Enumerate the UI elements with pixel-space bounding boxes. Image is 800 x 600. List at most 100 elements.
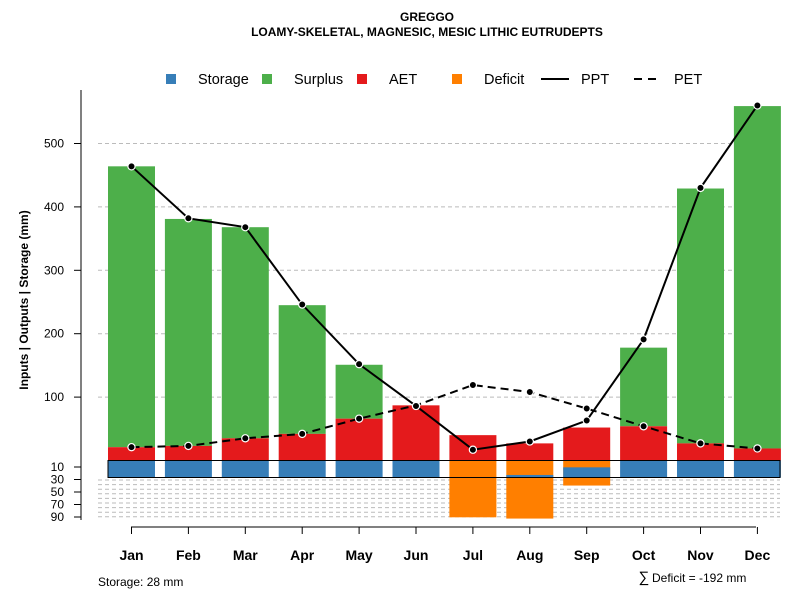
y-tick-label: 100 bbox=[44, 390, 64, 404]
ppt-point bbox=[753, 101, 762, 110]
aet-bar bbox=[278, 433, 326, 461]
ppt-point bbox=[468, 445, 478, 454]
x-tick-label-dec: Dec bbox=[745, 547, 771, 563]
storage-bar bbox=[164, 460, 212, 478]
pet-point bbox=[696, 439, 705, 448]
surplus-bar bbox=[278, 305, 326, 434]
aet-bar bbox=[335, 418, 383, 461]
storage-bar bbox=[677, 460, 724, 478]
storage-annotation: Storage: 28 mm bbox=[98, 575, 183, 589]
ppt-point bbox=[525, 437, 535, 446]
ppt-point bbox=[354, 359, 364, 369]
deficit-bar bbox=[449, 460, 497, 518]
deficit-sum-symbol: ∑ bbox=[639, 569, 650, 586]
storage-bar bbox=[221, 460, 269, 478]
aet-bar bbox=[221, 438, 269, 461]
storage-bar bbox=[108, 460, 155, 478]
x-tick-label-aug: Aug bbox=[516, 547, 543, 563]
x-tick-label-feb: Feb bbox=[176, 547, 201, 563]
x-tick-label-nov: Nov bbox=[687, 547, 714, 563]
x-tick-label-mar: Mar bbox=[233, 547, 258, 563]
legend-pet-label: PET bbox=[674, 72, 702, 88]
surplus-bar bbox=[733, 106, 781, 449]
storage-bar bbox=[620, 460, 668, 478]
legend-deficit-label: Deficit bbox=[484, 72, 524, 88]
series-lines bbox=[127, 101, 762, 454]
surplus-bar bbox=[677, 188, 724, 444]
chart-title: GREGGO bbox=[400, 10, 454, 24]
legend-deficit-swatch bbox=[452, 74, 462, 84]
pet-line bbox=[131, 384, 758, 450]
deficit-annotation: Deficit = -192 mm bbox=[652, 571, 746, 585]
ppt-point bbox=[127, 162, 136, 171]
x-tick-label-may: May bbox=[345, 547, 372, 563]
ppt-point bbox=[241, 222, 250, 232]
pet-point bbox=[468, 380, 478, 390]
ppt-point bbox=[639, 335, 648, 344]
y-tick-label: 10 bbox=[51, 460, 65, 474]
y-tick-label: 50 bbox=[51, 485, 65, 499]
pet-point bbox=[639, 422, 648, 431]
legend-surplus-label: Surplus bbox=[294, 72, 343, 88]
y-tick-label: 300 bbox=[44, 263, 64, 277]
x-tick-label-oct: Oct bbox=[632, 547, 656, 563]
pet-point bbox=[354, 414, 364, 423]
ppt-line bbox=[130, 104, 759, 451]
aet-bar bbox=[108, 447, 155, 461]
pet-point bbox=[525, 387, 535, 397]
storage-capacity-box bbox=[107, 460, 781, 478]
x-tick-label-jun: Jun bbox=[404, 547, 429, 563]
y-tick-label: 400 bbox=[44, 200, 64, 214]
legend-storage-swatch bbox=[166, 74, 176, 84]
x-tick-label-jan: Jan bbox=[119, 547, 143, 563]
aet-bar bbox=[506, 443, 554, 461]
y-tick-label: 70 bbox=[51, 498, 65, 512]
y-tick-label: 200 bbox=[44, 327, 64, 341]
aet-bar bbox=[677, 443, 724, 461]
legend-surplus-swatch bbox=[262, 74, 272, 84]
ppt-point bbox=[411, 401, 421, 411]
x-tick-label-sep: Sep bbox=[574, 547, 600, 563]
pet-point bbox=[127, 442, 136, 452]
surplus-bar bbox=[108, 166, 155, 448]
aet-bar bbox=[164, 445, 212, 461]
surplus-bar bbox=[221, 227, 269, 439]
y-axis-label: Inputs | Outputs | Storage (mm) bbox=[17, 210, 31, 389]
y-tick-label: 500 bbox=[44, 137, 64, 151]
surplus-bar bbox=[620, 347, 668, 427]
x-tick-label-apr: Apr bbox=[290, 547, 315, 563]
deficit-bar bbox=[506, 460, 554, 519]
x-tick-label-jul: Jul bbox=[463, 547, 483, 563]
y-tick-label: 30 bbox=[51, 473, 65, 487]
surplus-bar bbox=[335, 364, 383, 419]
legend-storage-label: Storage bbox=[198, 72, 249, 88]
ppt-point bbox=[582, 416, 591, 425]
pet-point bbox=[582, 404, 591, 413]
pet-point bbox=[298, 429, 307, 439]
storage-bar bbox=[335, 460, 383, 478]
aet-bar bbox=[392, 405, 440, 461]
ppt-point bbox=[696, 183, 705, 193]
legend-ppt-label: PPT bbox=[581, 72, 609, 88]
storage-bar bbox=[278, 460, 326, 478]
chart-subtitle: LOAMY-SKELETAL, MAGNESIC, MESIC LITHIC E… bbox=[251, 25, 603, 39]
aet-bar bbox=[733, 448, 781, 461]
pet-point bbox=[753, 444, 762, 453]
chart-legend: Storage Surplus AET Deficit PPT PET bbox=[166, 72, 702, 88]
storage-bar bbox=[563, 467, 611, 478]
storage-bar bbox=[733, 460, 781, 478]
legend-aet-swatch bbox=[357, 74, 367, 84]
ppt-point bbox=[184, 214, 193, 223]
storage-bar bbox=[392, 460, 440, 478]
bars bbox=[107, 106, 781, 519]
ppt-point bbox=[298, 300, 307, 309]
surplus-bar bbox=[164, 218, 212, 446]
storage-bar bbox=[506, 474, 554, 478]
aet-bar bbox=[563, 427, 611, 461]
pet-point bbox=[184, 441, 193, 451]
pet-point bbox=[241, 434, 250, 443]
legend-aet-label: AET bbox=[389, 72, 417, 88]
y-tick-label: 90 bbox=[51, 510, 65, 524]
